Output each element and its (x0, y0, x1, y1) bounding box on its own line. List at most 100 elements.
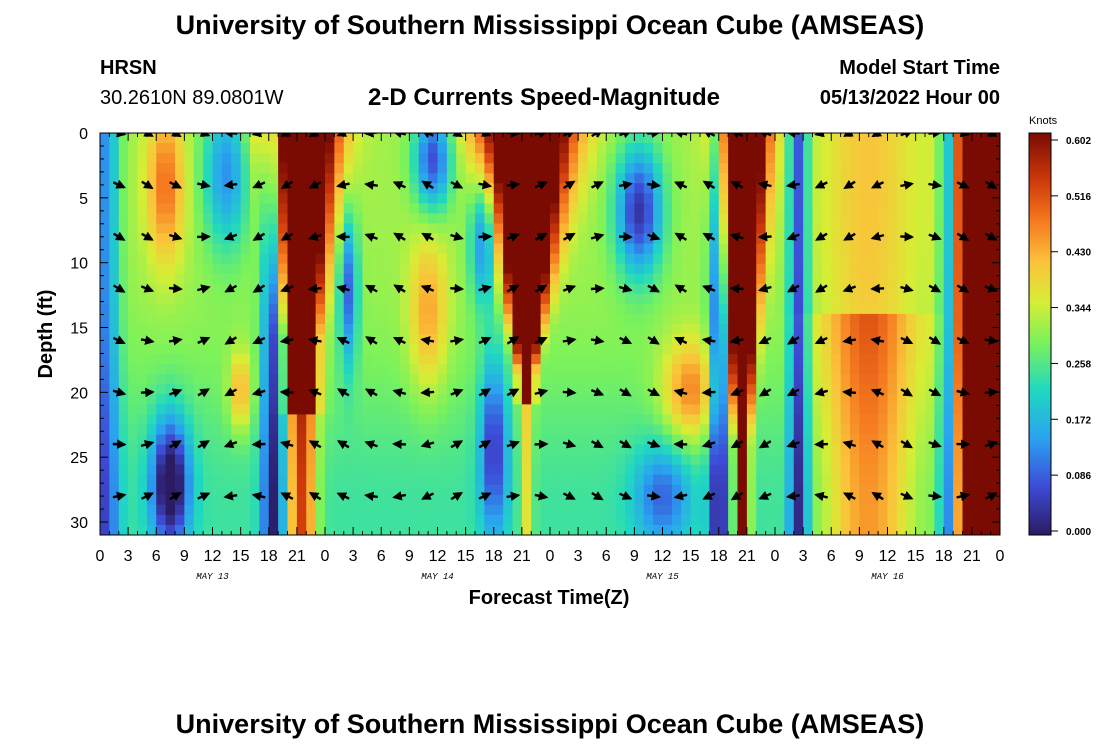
heatmap-cell (868, 163, 879, 174)
heatmap-cell (681, 334, 692, 345)
heatmap-cell (118, 263, 129, 275)
heatmap-cell (700, 213, 710, 225)
heatmap-cell (634, 374, 645, 385)
heatmap-cell (437, 344, 448, 355)
heatmap-cell (521, 213, 532, 225)
heatmap-cell (400, 313, 410, 325)
heatmap-cell (240, 504, 251, 516)
heatmap-cell (493, 223, 504, 235)
heatmap-cell (990, 303, 1000, 315)
heatmap-cell (353, 434, 364, 446)
heatmap-cell (925, 233, 935, 245)
heatmap-cell (137, 153, 148, 164)
heatmap-cell (428, 153, 439, 164)
heatmap-cell (475, 143, 485, 154)
heatmap-cell (700, 133, 710, 144)
heatmap-cell (803, 163, 814, 174)
heatmap-cell (465, 153, 476, 164)
heatmap-cell (596, 153, 607, 164)
heatmap-cell (934, 464, 945, 476)
heatmap-cell (175, 143, 185, 154)
heatmap-cell (821, 474, 832, 486)
heatmap-cell (756, 514, 767, 526)
heatmap-cell (662, 424, 673, 436)
heatmap-cell (212, 414, 223, 426)
heatmap-cell (878, 524, 889, 535)
heatmap-cell (887, 193, 898, 204)
heatmap-cell (915, 243, 926, 255)
heatmap-cell (756, 323, 767, 335)
heatmap-cell (578, 464, 589, 476)
heatmap-cell (268, 243, 279, 255)
heatmap-cell (540, 293, 551, 305)
heatmap-cell (212, 323, 223, 335)
heatmap-cell (325, 143, 335, 154)
heatmap-cell (175, 484, 185, 496)
heatmap-cell (821, 504, 832, 516)
heatmap-cell (634, 283, 645, 295)
heatmap-cell (381, 514, 392, 526)
current-vector-arrow (392, 181, 406, 190)
heatmap-cell (268, 163, 279, 174)
heatmap-cell (737, 193, 748, 204)
heatmap-cell (250, 303, 260, 315)
heatmap-cell (625, 203, 635, 214)
current-vector-arrow (112, 335, 126, 345)
current-vector-arrow (450, 440, 464, 450)
heatmap-cell (568, 454, 579, 466)
heatmap-cell (400, 323, 410, 335)
current-vector-arrow (308, 440, 322, 450)
current-vector-arrow (591, 491, 604, 501)
heatmap-cell (559, 364, 570, 375)
heatmap-cell (353, 263, 364, 275)
heatmap-cell (184, 344, 195, 355)
date-label: MAY 13 (196, 572, 229, 582)
heatmap-cell (606, 384, 617, 395)
heatmap-cell (446, 514, 457, 526)
heatmap-cell (831, 203, 842, 214)
heatmap-cell (868, 414, 879, 426)
heatmap-cell (700, 364, 710, 375)
heatmap-cell (887, 464, 898, 476)
heatmap-cell (465, 233, 476, 245)
heatmap-cell (578, 223, 589, 235)
heatmap-cell (184, 414, 195, 426)
heatmap-cell (156, 293, 167, 305)
heatmap-cell (278, 213, 289, 225)
heatmap-cell (231, 233, 242, 245)
heatmap-cell (803, 414, 814, 426)
heatmap-cell (671, 323, 682, 335)
heatmap-cell (662, 364, 673, 375)
heatmap-cell (925, 213, 935, 225)
heatmap-cell (437, 213, 448, 225)
heatmap-cell (128, 444, 139, 456)
heatmap-cell (868, 133, 879, 144)
heatmap-cell (456, 303, 467, 315)
heatmap-cell (690, 193, 701, 204)
heatmap-cell (456, 323, 467, 335)
current-vector-arrow (900, 180, 914, 190)
current-vector-arrow (307, 283, 322, 294)
heatmap-cell (212, 223, 223, 235)
current-vector-arrow (814, 335, 828, 345)
heatmap-cell (540, 354, 551, 365)
heatmap-cell (643, 464, 654, 476)
heatmap-cell (793, 323, 804, 335)
heatmap-cell (315, 434, 326, 446)
heatmap-cell (531, 464, 542, 476)
heatmap-cell (934, 444, 945, 456)
heatmap-cell (784, 253, 795, 265)
heatmap-cell (278, 374, 289, 385)
heatmap-cell (100, 213, 110, 225)
heatmap-cell (643, 344, 654, 355)
heatmap-cell (803, 334, 814, 345)
heatmap-cell (428, 193, 439, 204)
heatmap-cell (475, 303, 485, 315)
heatmap-cell (578, 434, 589, 446)
heatmap-cell (540, 514, 551, 526)
heatmap-cell (540, 474, 551, 486)
current-vector-arrow (197, 179, 211, 190)
heatmap-cell (296, 193, 307, 204)
heatmap-cell (943, 153, 954, 164)
heatmap-cell (615, 354, 626, 365)
